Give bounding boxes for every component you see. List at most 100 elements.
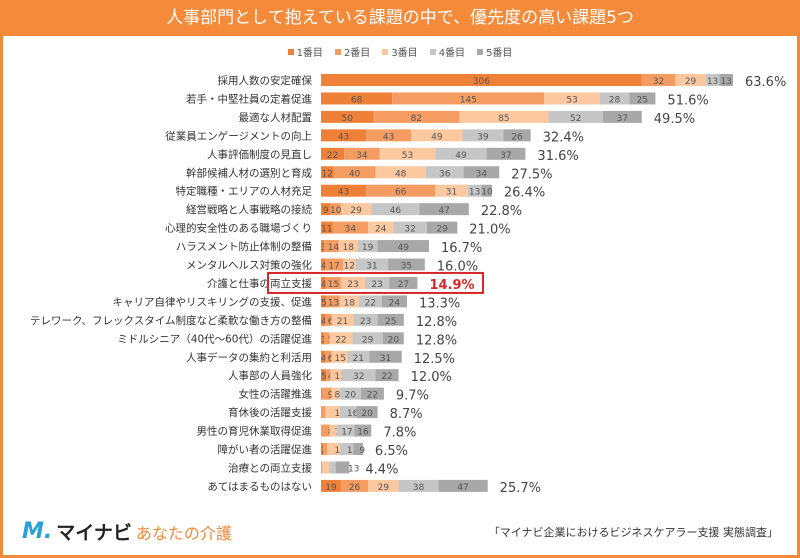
- bar-segment: [321, 221, 333, 234]
- legend-label: 5番目: [486, 48, 513, 59]
- bar-segment: [340, 479, 369, 492]
- bar-segment: [336, 424, 355, 437]
- total-percent-label: 21.0%: [469, 223, 510, 238]
- total-percent-label: 16.7%: [441, 241, 482, 256]
- data-label: 4: [321, 262, 327, 272]
- bar-segment: [347, 350, 370, 363]
- data-label: 20: [388, 335, 400, 345]
- bar-segment: [629, 92, 656, 105]
- bar-segment: [331, 350, 348, 363]
- total-percent-label: 7.8%: [383, 426, 416, 441]
- total-percent-label: 12.0%: [411, 370, 452, 385]
- data-label: 4: [321, 317, 327, 327]
- bar-segment: [330, 369, 342, 382]
- bar-segment: [326, 295, 340, 308]
- bar-segment: [329, 424, 337, 437]
- category-label: 幹部候補人材の選別と育成: [186, 166, 312, 179]
- bar-segment: [426, 221, 458, 234]
- total-percent-label: 6.5%: [375, 444, 408, 459]
- bar-segment: [352, 332, 383, 345]
- data-label: 29: [350, 206, 362, 216]
- bar-segment: [377, 240, 429, 253]
- bar-segment: [344, 147, 380, 160]
- legend-label: 1番目: [296, 48, 323, 59]
- data-label: 13: [707, 77, 718, 87]
- bar-segment: [675, 74, 706, 86]
- data-label: 25: [637, 95, 648, 105]
- bar-segment: [321, 479, 341, 492]
- data-label: 5: [321, 298, 327, 308]
- category-label: 障がい者の活躍促進: [218, 443, 313, 456]
- bar-segment: [355, 258, 389, 271]
- bar-segment: [321, 166, 334, 179]
- bar-segment: [388, 258, 425, 271]
- bar-segment: [382, 332, 404, 345]
- total-percent-label: 22.8%: [481, 204, 522, 219]
- bar-segment: [321, 240, 325, 253]
- data-label: 32: [404, 225, 415, 235]
- bar-segment: [324, 332, 330, 345]
- bar-segment: [324, 240, 339, 253]
- data-label: 29: [362, 335, 374, 345]
- data-label: 18: [343, 243, 355, 253]
- category-label: 男性の育児休業取得促進: [197, 425, 313, 438]
- data-label: 6: [328, 354, 334, 364]
- data-label: 25: [385, 317, 396, 327]
- bar-segment: [425, 166, 464, 179]
- bar-segment: [322, 461, 330, 474]
- data-label: 49: [431, 132, 443, 142]
- total-percent-label: 25.7%: [500, 481, 541, 496]
- data-label: 15: [328, 280, 339, 290]
- data-label: 43: [338, 132, 349, 142]
- bar-segment: [321, 295, 327, 308]
- data-label: 32: [653, 77, 664, 87]
- total-percent-label: 14.9%: [429, 278, 474, 293]
- total-percent-label: 31.6%: [537, 149, 578, 164]
- data-label: 13: [469, 188, 480, 198]
- data-label: 22: [367, 391, 378, 401]
- bar-segment: [335, 461, 350, 474]
- bar-segment: [323, 443, 328, 455]
- total-percent-label: 51.6%: [667, 93, 708, 108]
- data-label: 21: [337, 317, 348, 327]
- bar-segment: [486, 147, 526, 160]
- mynavi-logo: M. マイナビ あなたの介護: [22, 518, 232, 545]
- bar-segment: [435, 147, 487, 160]
- data-label: 26: [511, 132, 523, 142]
- bar-segment: [325, 313, 332, 326]
- bar-segment: [481, 184, 492, 197]
- data-label: 26: [349, 483, 361, 493]
- data-label: 19: [325, 483, 337, 493]
- total-percent-label: 9.7%: [396, 389, 429, 404]
- data-label: 9: [323, 206, 329, 216]
- bar-segment: [641, 74, 676, 86]
- total-percent-label: 32.4%: [543, 130, 584, 145]
- legend-item: 4番目: [429, 44, 465, 59]
- total-percent-label: 16.0%: [437, 260, 478, 275]
- bar-segment: [321, 74, 642, 86]
- data-label: 22: [327, 151, 338, 161]
- legend-swatch: [382, 48, 389, 55]
- bar-segment: [321, 443, 324, 455]
- bar-segment: [325, 406, 340, 419]
- data-label: 34: [345, 225, 357, 235]
- bar-segment: [392, 92, 545, 105]
- data-label: 23: [360, 317, 371, 327]
- data-label: 82: [411, 114, 422, 124]
- bar-segment: [353, 443, 363, 455]
- bar-segment: [603, 110, 642, 123]
- bar-segment: [321, 387, 323, 400]
- bar-segment: [463, 166, 500, 179]
- legend-swatch: [429, 48, 436, 55]
- data-label: 29: [436, 225, 448, 235]
- bar-segment: [435, 184, 468, 197]
- data-label: 31: [446, 188, 457, 198]
- data-label: 43: [383, 132, 394, 142]
- bar-segment: [338, 240, 358, 253]
- data-label: 12: [344, 262, 355, 272]
- data-label: 53: [402, 151, 413, 161]
- bar-segment: [358, 295, 382, 308]
- data-label: 11: [321, 225, 332, 235]
- data-label: 50: [341, 114, 353, 124]
- data-label: 19: [362, 243, 374, 253]
